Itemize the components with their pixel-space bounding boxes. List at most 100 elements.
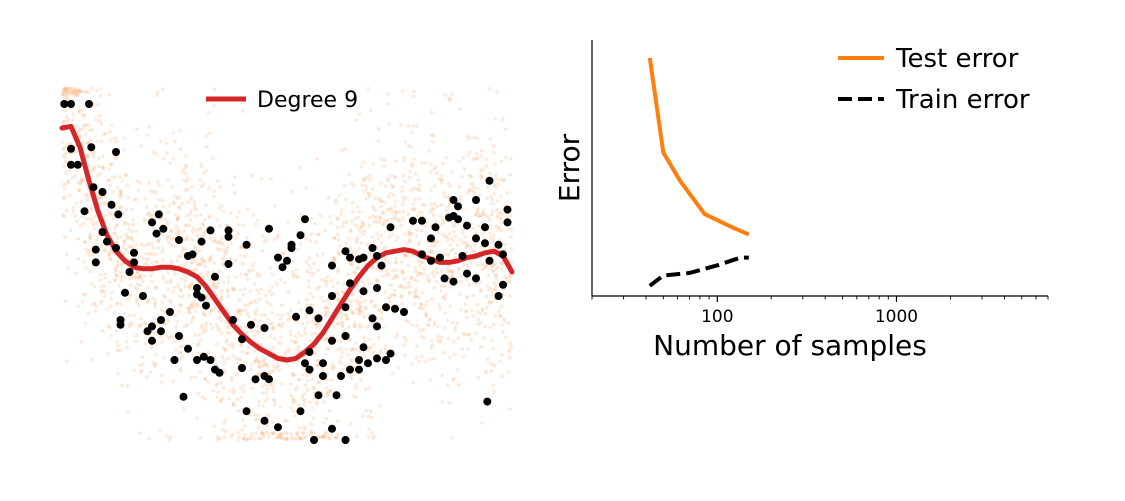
cloud-point <box>366 191 371 196</box>
cloud-point <box>277 368 282 373</box>
cloud-point <box>223 252 227 256</box>
cloud-point <box>416 178 421 182</box>
cloud-point <box>468 260 473 265</box>
sample-point <box>427 256 435 265</box>
cloud-point <box>445 205 450 210</box>
cloud-point <box>203 397 207 401</box>
sample-point <box>152 229 161 238</box>
cloud-point <box>114 274 119 278</box>
cloud-point <box>324 385 329 390</box>
cloud-point <box>271 386 276 390</box>
cloud-point <box>428 357 433 362</box>
cloud-point <box>314 240 318 244</box>
cloud-point <box>109 296 113 301</box>
cloud-point <box>430 250 435 254</box>
cloud-point <box>113 278 117 283</box>
cloud-point <box>110 175 115 179</box>
cloud-point <box>61 93 65 97</box>
cloud-point <box>386 179 391 183</box>
cloud-point <box>83 321 88 326</box>
cloud-point <box>146 210 151 215</box>
cloud-point <box>494 267 499 272</box>
cloud-point <box>186 310 190 314</box>
cloud-point <box>64 92 69 96</box>
cloud-point <box>444 155 449 160</box>
cloud-point <box>225 325 230 330</box>
sample-point <box>305 348 314 356</box>
cloud-point <box>179 254 184 258</box>
cloud-point <box>159 307 163 312</box>
cloud-point <box>464 308 469 313</box>
cloud-point <box>247 267 251 272</box>
cloud-point <box>375 277 380 282</box>
cloud-point <box>182 229 187 234</box>
cloud-point <box>167 335 172 340</box>
cloud-point <box>348 303 353 308</box>
cloud-point <box>306 263 311 267</box>
cloud-point <box>141 355 145 360</box>
cloud-point <box>268 334 273 339</box>
cloud-point <box>450 269 454 274</box>
cloud-point <box>215 217 219 222</box>
cloud-point <box>219 294 223 298</box>
cloud-point <box>184 163 188 167</box>
cloud-point <box>482 231 486 236</box>
cloud-point <box>366 349 371 353</box>
cloud-point <box>183 237 187 242</box>
cloud-point <box>397 210 401 214</box>
cloud-point <box>324 306 329 310</box>
cloud-point <box>478 214 482 218</box>
cloud-point <box>80 178 84 183</box>
cloud-point <box>341 220 346 225</box>
cloud-point <box>359 224 364 229</box>
cloud-point <box>325 431 329 435</box>
cloud-point <box>230 432 235 437</box>
cloud-point <box>120 383 124 388</box>
cloud-point <box>171 131 175 135</box>
cloud-point <box>193 375 198 380</box>
cloud-point <box>461 331 466 336</box>
series-line-train-error <box>648 255 749 288</box>
cloud-point <box>447 231 452 236</box>
cloud-point <box>203 259 207 264</box>
cloud-point <box>382 158 387 162</box>
cloud-point <box>315 363 320 368</box>
cloud-point <box>482 212 486 216</box>
cloud-point <box>113 175 118 180</box>
cloud-point <box>361 160 366 165</box>
cloud-point <box>289 317 294 321</box>
cloud-point <box>100 288 104 293</box>
cloud-point <box>63 88 68 92</box>
cloud-point <box>304 237 308 241</box>
cloud-point <box>219 236 224 240</box>
cloud-point <box>365 242 370 247</box>
cloud-point <box>370 415 375 420</box>
cloud-point <box>430 343 435 347</box>
cloud-point <box>65 90 70 95</box>
cloud-point <box>150 270 154 275</box>
cloud-point <box>312 385 316 390</box>
cloud-point <box>203 264 207 269</box>
cloud-point <box>253 298 257 303</box>
cloud-point <box>130 321 134 326</box>
cloud-point <box>250 300 254 305</box>
cloud-point <box>411 124 415 128</box>
cloud-point <box>152 296 156 301</box>
cloud-point <box>442 350 446 355</box>
cloud-point <box>447 276 452 281</box>
sample-point <box>359 343 368 352</box>
cloud-point <box>200 395 205 400</box>
cloud-point <box>150 279 154 284</box>
sample-point <box>503 218 512 227</box>
cloud-point <box>186 323 190 328</box>
cloud-point <box>386 195 391 199</box>
cloud-point <box>178 287 183 292</box>
cloud-point <box>488 325 493 330</box>
cloud-point <box>417 210 422 214</box>
cloud-point <box>168 435 173 440</box>
cloud-point <box>400 185 405 190</box>
cloud-point <box>151 246 155 250</box>
cloud-point <box>202 218 207 222</box>
cloud-point <box>92 227 97 231</box>
cloud-point <box>369 253 374 257</box>
